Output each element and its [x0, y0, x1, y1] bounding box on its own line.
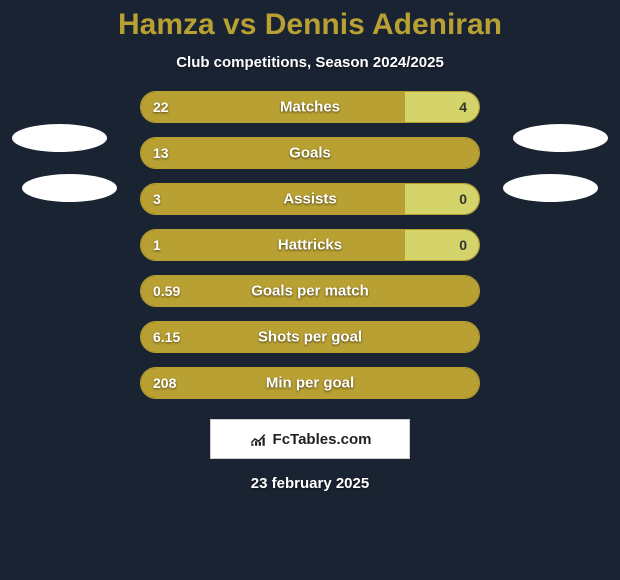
stat-bar-track: 208 Min per goal	[140, 367, 480, 399]
stat-bar-left: 3	[141, 184, 405, 214]
stat-row: 0.59 Goals per match	[0, 275, 620, 307]
stat-value-left: 13	[153, 145, 169, 161]
stat-row: 13 Goals	[0, 137, 620, 169]
chart-icon	[249, 430, 267, 448]
stat-row: 22 4 Matches	[0, 91, 620, 123]
stat-value-left: 22	[153, 99, 169, 115]
page-title: Hamza vs Dennis Adeniran	[118, 8, 502, 42]
stat-bar-track: 1 0 Hattricks	[140, 229, 480, 261]
stat-row: 6.15 Shots per goal	[0, 321, 620, 353]
stat-label: Goals per match	[251, 283, 369, 300]
stat-bar-left: 22	[141, 92, 405, 122]
stat-row: 3 0 Assists	[0, 183, 620, 215]
page-subtitle: Club competitions, Season 2024/2025	[176, 54, 444, 71]
stat-row: 208 Min per goal	[0, 367, 620, 399]
stat-bar-right: 0	[405, 184, 479, 214]
stat-value-left: 3	[153, 191, 161, 207]
stat-label: Matches	[280, 99, 340, 116]
stat-value-left: 208	[153, 375, 176, 391]
stat-row: 1 0 Hattricks	[0, 229, 620, 261]
stat-label: Assists	[283, 191, 336, 208]
stat-value-right: 4	[459, 99, 467, 115]
stats-bars-area: 22 4 Matches 13 Goals 3 0 Assists 1 0 Hattricks 0.5…	[0, 91, 620, 399]
stat-bar-track: 22 4 Matches	[140, 91, 480, 123]
stat-bar-track: 3 0 Assists	[140, 183, 480, 215]
stat-value-left: 0.59	[153, 283, 180, 299]
stat-label: Min per goal	[266, 375, 354, 392]
stat-value-right: 0	[459, 191, 467, 207]
stat-label: Goals	[289, 145, 331, 162]
attribution-text: FcTables.com	[273, 431, 372, 448]
stat-bar-right: 4	[405, 92, 479, 122]
stat-label: Shots per goal	[258, 329, 362, 346]
stat-bar-track: 0.59 Goals per match	[140, 275, 480, 307]
stat-value-left: 6.15	[153, 329, 180, 345]
attribution-badge[interactable]: FcTables.com	[210, 419, 410, 459]
stat-bar-track: 13 Goals	[140, 137, 480, 169]
stat-value-right: 0	[459, 237, 467, 253]
stat-bar-track: 6.15 Shots per goal	[140, 321, 480, 353]
stat-bar-right: 0	[405, 230, 479, 260]
stat-value-left: 1	[153, 237, 161, 253]
date-text: 23 february 2025	[251, 475, 369, 492]
stat-label: Hattricks	[278, 237, 342, 254]
stat-bar-left: 1	[141, 230, 405, 260]
